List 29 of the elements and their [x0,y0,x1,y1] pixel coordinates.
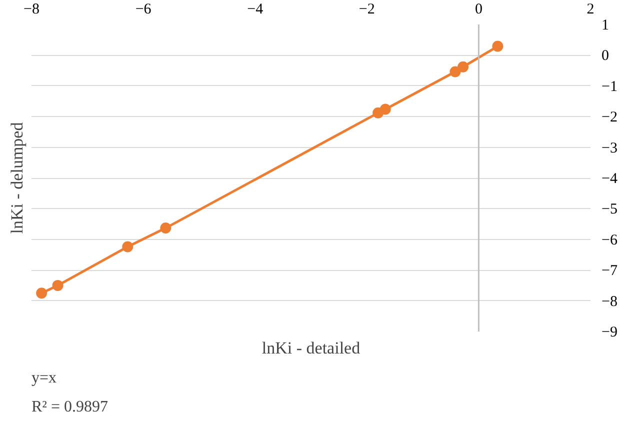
y-tick-label: −2 [602,110,618,126]
y-axis-title: lnKi - delumped [8,122,26,234]
y-tick-label: −1 [602,78,618,95]
point [380,104,391,115]
y-tick-label: −4 [602,171,618,187]
point [160,222,172,234]
point [450,66,461,78]
point [36,288,48,299]
x-tick-label: −4 [247,2,264,18]
y-tick-label: −3 [602,140,618,156]
y-tick-label: −7 [602,263,618,280]
y-tick-label: 1 [602,18,609,34]
y-tick-label: −8 [602,294,618,310]
x-tick-label: −6 [135,2,152,18]
text: R² = 0.9897 [32,398,108,416]
text: y=x [32,370,57,386]
point [122,241,134,252]
x-axis-title: lnKi - detailed [262,338,361,358]
x-tick-label: 2 [586,2,594,18]
y-tick-label: −9 [602,324,618,340]
y-tick-label: −6 [602,232,618,248]
point [458,61,469,72]
point [492,40,504,52]
x-tick-label: −2 [358,2,375,18]
y-tick-label: −5 [602,202,618,218]
point [52,280,64,291]
y-tick-label: 0 [602,48,609,64]
x-tick-label: −8 [24,2,40,18]
x-tick-label: 0 [474,2,482,18]
